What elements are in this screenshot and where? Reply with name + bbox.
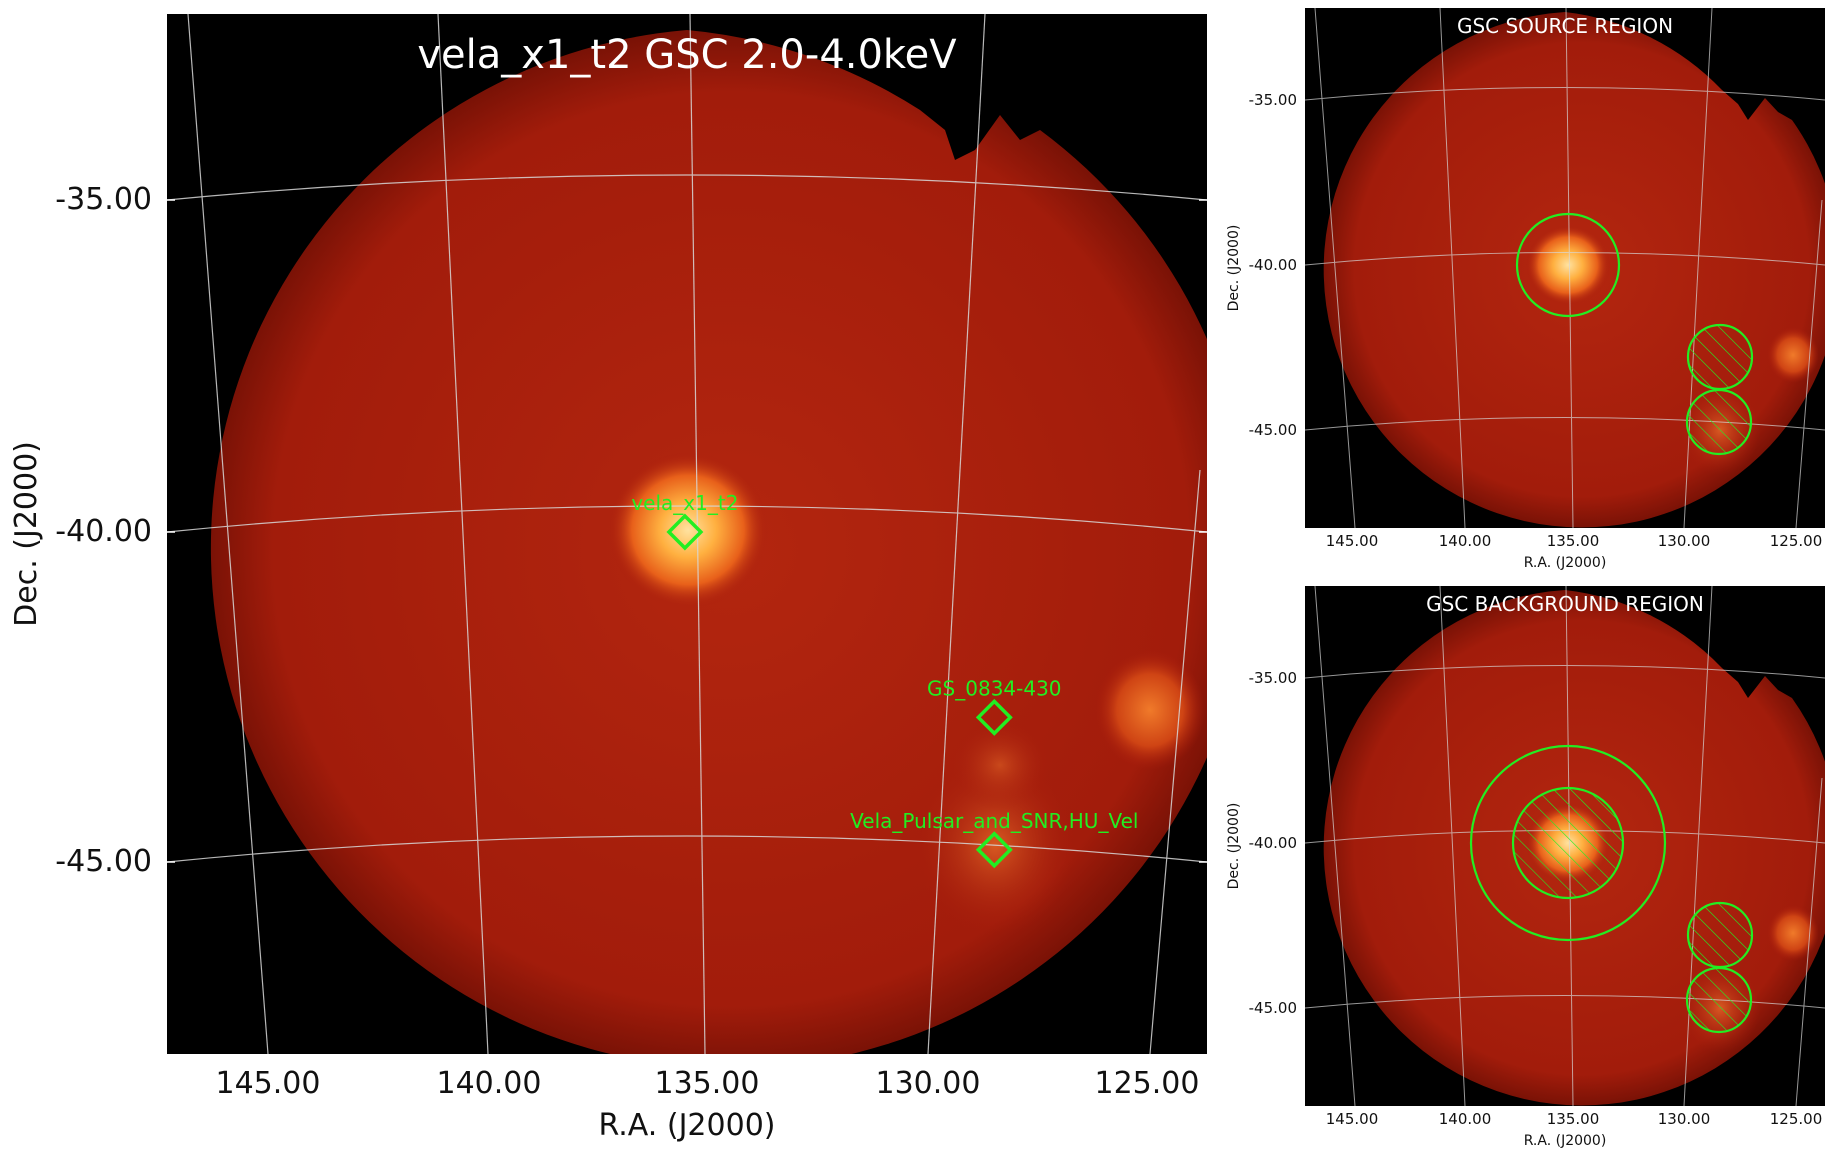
src-xlabel: R.A. (J2000) (1524, 555, 1607, 571)
source-marker-label: GS_0834-430 (927, 676, 1061, 700)
source-marker-label: Vela_Pulsar_and_SNR,HU_Vel (850, 809, 1138, 833)
main-ylabel: Dec. (J2000) (9, 441, 44, 627)
main-xtick-125: 125.00 (1095, 1066, 1200, 1101)
main-sky-image: vela_x1_t2 GS_0834-430 Vela_Pulsar_and_SNR… (167, 14, 1207, 1054)
excluded-bg-region-upper (1686, 901, 1754, 969)
vela-x1-emission (608, 452, 768, 608)
source-marker-diamond (975, 831, 1013, 869)
src-xtick-135: 135.00 (1547, 532, 1600, 550)
src-xtick-125: 125.00 (1770, 532, 1823, 550)
main-panel: vela_x1_t2 GS_0834-430 Vela_Pulsar_and_SNR… (9, 14, 1207, 1143)
src-xtick-145: 145.00 (1326, 532, 1379, 550)
bg-xtick-130: 130.00 (1658, 1110, 1711, 1128)
src-xtick-140: 140.00 (1439, 532, 1492, 550)
background-panel-title: GSC BACKGROUND REGION (1426, 592, 1704, 616)
src-ytick-35: -35.00 (1249, 91, 1297, 109)
main-xtick-130: 130.00 (876, 1066, 981, 1101)
edge-emission-blob (1095, 650, 1205, 770)
source-emission (1526, 225, 1610, 305)
main-title: vela_x1_t2 GSC 2.0-4.0keV (417, 32, 957, 78)
main-xtick-145: 145.00 (216, 1066, 321, 1101)
source-marker-diamond (975, 698, 1013, 736)
bg-ytick-40: -40.00 (1249, 834, 1297, 852)
source-extraction-circle (1515, 212, 1621, 318)
background-region-panel: GSC BACKGROUND REGION -35.00 -40.00 -45.… (1226, 586, 1825, 1149)
excluded-source-region-lower (1685, 388, 1753, 456)
source-coordinate-grid (1305, 8, 1825, 528)
bg-xlabel: R.A. (J2000) (1524, 1133, 1607, 1149)
main-ytick-45: -45.00 (55, 844, 152, 879)
main-xtick-135: 135.00 (655, 1066, 760, 1101)
main-frame-ticks (167, 199, 1207, 863)
source-marker-diamond (666, 513, 704, 551)
excluded-source-region-upper (1686, 323, 1754, 391)
main-ytick-35: -35.00 (55, 182, 152, 217)
bg-xtick-135: 135.00 (1547, 1110, 1600, 1128)
src-ytick-45: -45.00 (1249, 421, 1297, 439)
bg-xtick-145: 145.00 (1326, 1110, 1379, 1128)
main-coordinate-grid (167, 14, 1207, 1054)
main-xlabel: R.A. (J2000) (599, 1108, 776, 1143)
source-panel-title: GSC SOURCE REGION (1457, 14, 1673, 38)
bg-ylabel: Dec. (J2000) (1226, 803, 1242, 890)
main-ytick-40: -40.00 (55, 514, 152, 549)
bg-xtick-125: 125.00 (1770, 1110, 1823, 1128)
excluded-bg-region-lower (1685, 966, 1753, 1034)
src-xtick-130: 130.00 (1658, 532, 1711, 550)
background-coordinate-grid (1305, 586, 1825, 1106)
source-region-panel: GSC SOURCE REGION -35.00 -40.00 -45.00 1… (1226, 8, 1825, 571)
bg-ytick-45: -45.00 (1249, 999, 1297, 1017)
main-xtick-140: 140.00 (437, 1066, 542, 1101)
bg-xtick-140: 140.00 (1439, 1110, 1492, 1128)
background-annulus-outer (1469, 744, 1667, 942)
src-ytick-40: -40.00 (1249, 256, 1297, 274)
source-markers: vela_x1_t2 GS_0834-430 Vela_Pulsar_and_SNR… (631, 491, 1138, 869)
source-marker-label: vela_x1_t2 (631, 491, 738, 515)
bg-ytick-35: -35.00 (1249, 669, 1297, 687)
background-annulus-inner-excluded (1511, 786, 1625, 900)
src-ylabel: Dec. (J2000) (1226, 225, 1242, 312)
